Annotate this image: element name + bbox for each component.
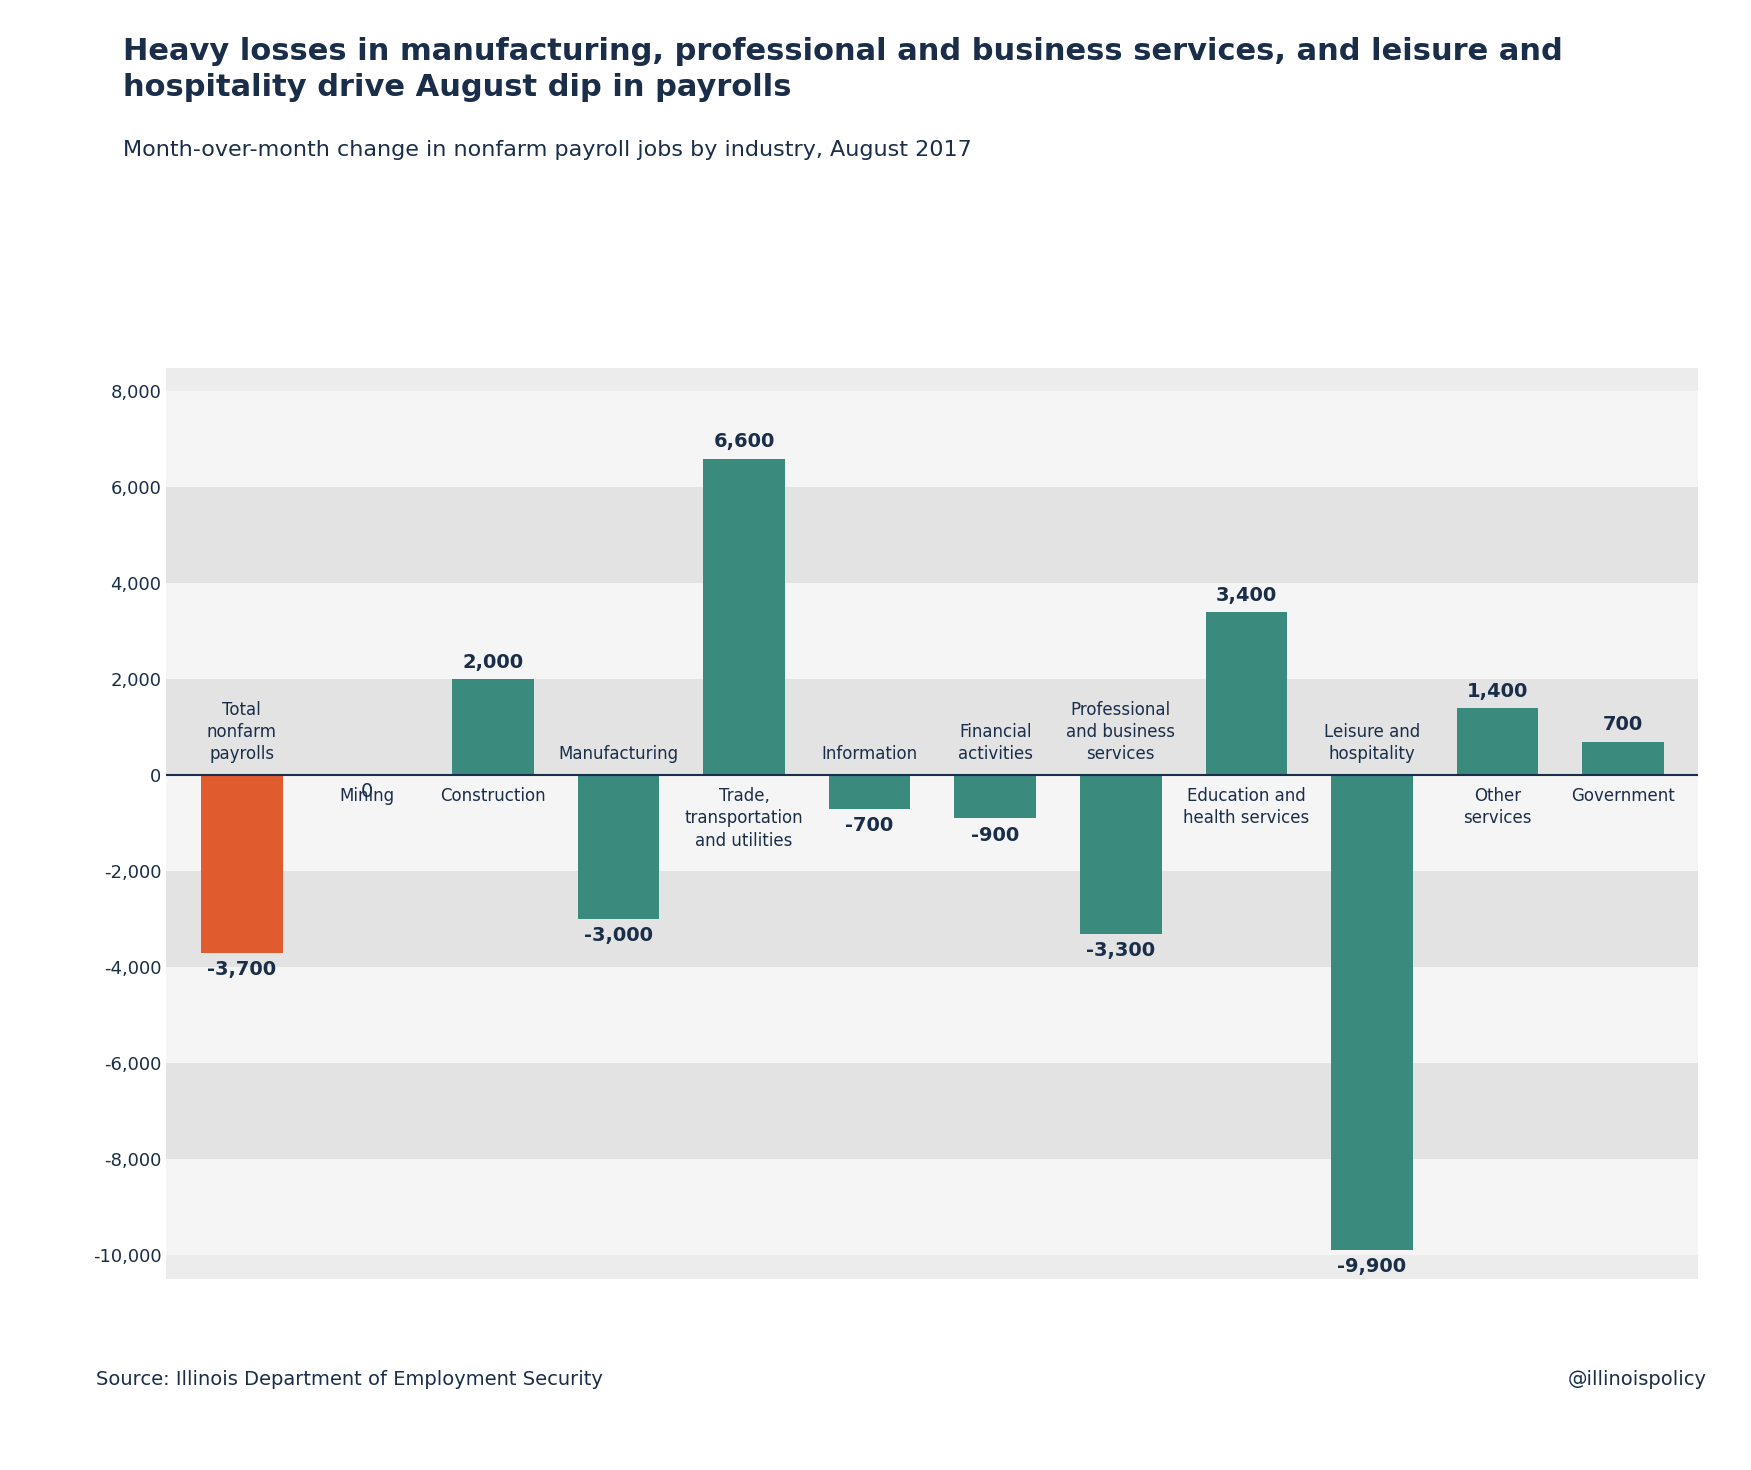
Bar (166, 1158, 1698, 1255)
Bar (166, 967, 1698, 1063)
Bar (1080, 775, 1161, 933)
Text: Construction: Construction (440, 788, 546, 806)
Text: Manufacturing: Manufacturing (559, 745, 678, 763)
Text: -900: -900 (972, 826, 1019, 845)
Text: @illinoispolicy: @illinoispolicy (1569, 1370, 1707, 1389)
Text: Financial
activities: Financial activities (958, 723, 1033, 763)
Bar (201, 775, 282, 953)
Bar (1457, 709, 1539, 775)
Text: -9,900: -9,900 (1338, 1257, 1406, 1276)
Text: Government: Government (1571, 788, 1676, 806)
Text: -3,000: -3,000 (583, 926, 653, 945)
Text: Trade,
transportation
and utilities: Trade, transportation and utilities (685, 788, 804, 850)
Text: Month-over-month change in nonfarm payroll jobs by industry, August 2017: Month-over-month change in nonfarm payro… (123, 140, 972, 160)
Bar (828, 775, 911, 809)
Bar (166, 488, 1698, 584)
Text: -700: -700 (846, 816, 893, 835)
Text: Mining: Mining (340, 788, 394, 806)
Text: Leisure and
hospitality: Leisure and hospitality (1324, 723, 1420, 763)
Bar (1205, 612, 1287, 775)
Text: Total
nonfarm
payrolls: Total nonfarm payrolls (207, 701, 277, 763)
Bar (578, 775, 660, 919)
Bar (452, 679, 534, 775)
Text: 0: 0 (361, 782, 373, 801)
Text: Professional
and business
services: Professional and business services (1066, 701, 1175, 763)
Text: 6,600: 6,600 (713, 432, 774, 451)
Bar (166, 391, 1698, 488)
Text: Information: Information (821, 745, 918, 763)
Text: Other
services: Other services (1464, 788, 1532, 828)
Text: 3,400: 3,400 (1215, 587, 1276, 606)
Text: 700: 700 (1602, 716, 1642, 735)
Text: 2,000: 2,000 (462, 653, 524, 672)
Bar (704, 459, 784, 775)
Bar (166, 679, 1698, 775)
Bar (166, 584, 1698, 679)
Bar (1331, 775, 1413, 1250)
Text: Education and
health services: Education and health services (1184, 788, 1310, 828)
Bar (166, 872, 1698, 967)
Text: 1,400: 1,400 (1467, 682, 1529, 701)
Text: -3,300: -3,300 (1086, 941, 1156, 960)
Bar (954, 775, 1037, 819)
Bar (166, 1063, 1698, 1158)
Bar (1583, 742, 1663, 775)
Text: -3,700: -3,700 (207, 960, 277, 979)
Bar (166, 775, 1698, 872)
Text: Heavy losses in manufacturing, professional and business services, and leisure a: Heavy losses in manufacturing, professio… (123, 37, 1562, 101)
Text: Source: Illinois Department of Employment Security: Source: Illinois Department of Employmen… (96, 1370, 602, 1389)
